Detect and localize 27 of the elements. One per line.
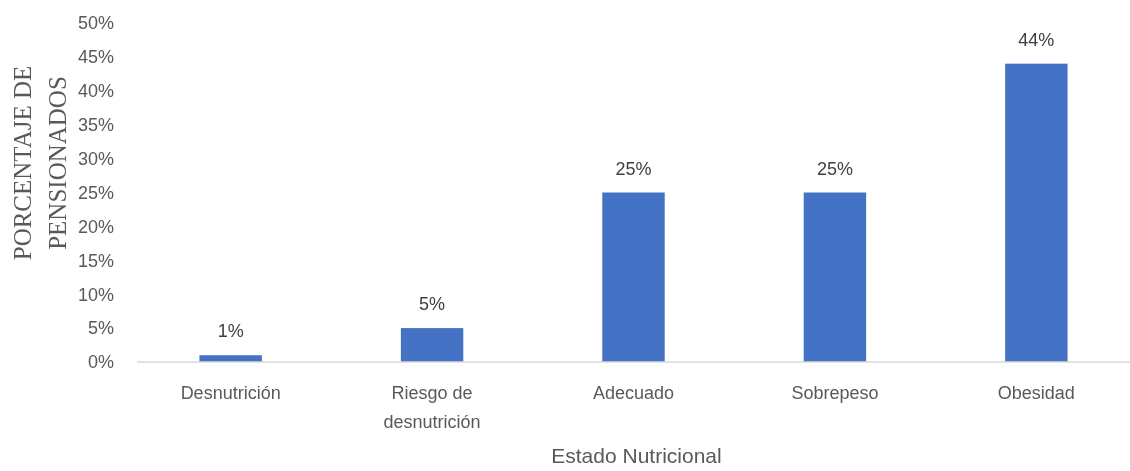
y-tick-label: 20% (77, 216, 114, 237)
data-label: 5% (419, 294, 446, 315)
bar (1005, 63, 1068, 362)
x-axis-title: Estado Nutricional (551, 444, 722, 467)
y-tick-label: 45% (77, 47, 114, 68)
y-tick-label: 30% (77, 148, 114, 169)
data-label: 44% (1018, 29, 1055, 50)
y-tick-label: 25% (77, 182, 114, 203)
y-tick-label: 40% (77, 81, 114, 102)
x-tick-label: Adecuado (592, 383, 675, 403)
bar (602, 192, 665, 362)
y-axis-title: PORCENTAJE DE PENSIONADOS (9, 65, 71, 261)
x-tick-label: Obesidad (997, 383, 1075, 403)
bar (400, 328, 464, 362)
y-tick-label: 35% (77, 115, 114, 135)
y-tick-label: 0% (87, 352, 114, 373)
y-tick-label: 10% (77, 284, 114, 305)
y-tick-label: 15% (77, 250, 114, 271)
data-label: 25% (816, 158, 853, 179)
data-label: 1% (217, 321, 244, 342)
y-tick-label: 5% (87, 318, 114, 339)
y-tick-label: 50% (77, 13, 114, 34)
data-label: 25% (615, 158, 652, 179)
x-tick-label: Sobrepeso (791, 383, 879, 403)
x-tick-label: Desnutrición (180, 383, 281, 403)
x-tick-label: Riesgo de desnutrición (383, 383, 481, 432)
bar (803, 192, 867, 362)
